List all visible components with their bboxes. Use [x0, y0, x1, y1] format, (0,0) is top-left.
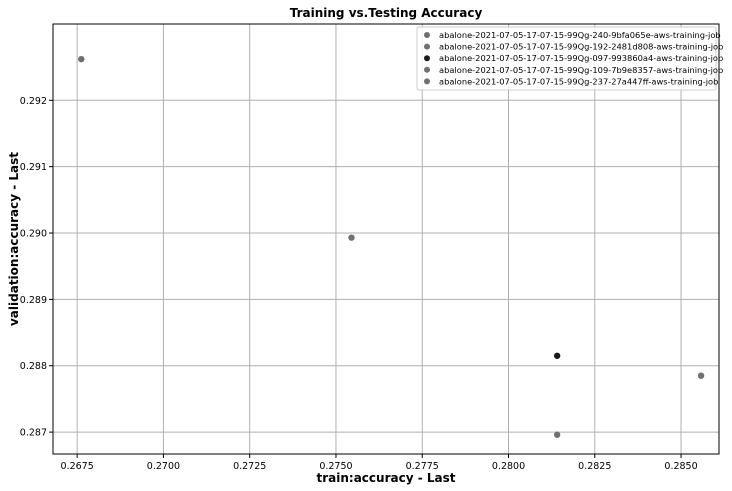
y-tick-label: 0.289	[20, 295, 47, 306]
data-points	[78, 55, 705, 438]
data-point-series-0	[553, 431, 561, 438]
legend: abalone-2021-07-05-17-07-15-99Qg-240-9bf…	[416, 26, 723, 91]
grid-lines	[53, 24, 719, 454]
y-tick-label: 0.288	[20, 361, 47, 372]
x-tick-label: 0.2850	[664, 461, 697, 472]
data-point-series-3	[78, 55, 85, 63]
legend-marker	[424, 32, 430, 38]
legend-marker	[424, 66, 430, 73]
y-tick-label: 0.291	[20, 162, 47, 173]
data-point-series-2	[553, 352, 561, 359]
legend-marker	[424, 55, 430, 62]
x-tick-label: 0.2800	[492, 461, 525, 472]
legend-label: abalone-2021-07-05-17-07-15-99Qg-097-993…	[439, 53, 723, 63]
x-axis-ticks: 0.2675 0.2700 0.2725 0.2750 0.2775 0.2800 0.28…	[61, 454, 698, 472]
y-tick-label: 0.290	[20, 229, 47, 240]
x-axis-title: train:accuracy - Last	[317, 471, 456, 485]
y-tick-label: 0.292	[20, 96, 47, 107]
plot-area-frame	[52, 23, 720, 455]
x-tick-label: 0.2775	[406, 461, 439, 472]
x-tick-label: 0.2700	[147, 461, 180, 472]
data-point-series-4	[697, 372, 705, 379]
y-axis-ticks: 0.287 0.288 0.289 0.290 0.291 0.292	[20, 96, 53, 439]
x-tick-label: 0.2825	[578, 461, 611, 472]
x-tick-label: 0.2750	[319, 461, 352, 472]
legend-marker	[424, 78, 430, 85]
legend-label: abalone-2021-07-05-17-07-15-99Qg-192-248…	[439, 42, 723, 52]
y-tick-label: 0.287	[20, 428, 47, 439]
legend-label: abalone-2021-07-05-17-07-15-99Qg-237-27a…	[439, 76, 718, 86]
x-tick-label: 0.2725	[233, 461, 266, 472]
legend-label: abalone-2021-07-05-17-07-15-99Qg-240-9bf…	[439, 30, 721, 40]
legend-marker	[424, 43, 430, 50]
legend-box	[416, 26, 717, 91]
x-tick-label: 0.2675	[61, 461, 94, 472]
chart-title: Training vs.Testing Accuracy	[290, 6, 483, 20]
legend-label: abalone-2021-07-05-17-07-15-99Qg-109-7b9…	[439, 65, 723, 75]
y-axis-title: validation:accuracy - Last	[7, 152, 21, 326]
data-point-series-1	[348, 234, 355, 241]
